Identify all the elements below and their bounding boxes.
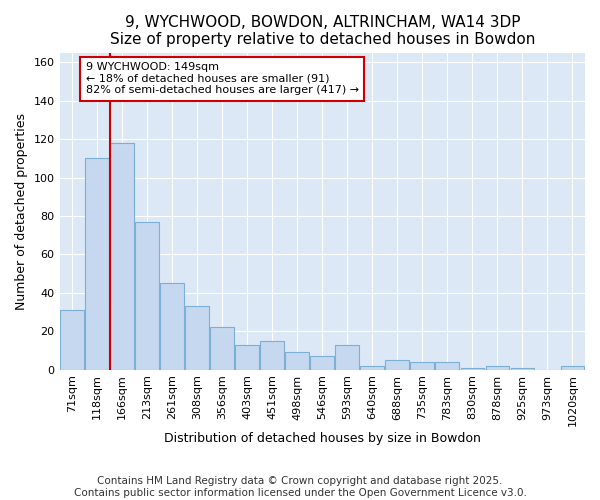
Bar	[511, 368, 535, 370]
Bar	[185, 306, 209, 370]
Bar	[286, 352, 309, 370]
Bar	[310, 356, 334, 370]
Bar	[85, 158, 109, 370]
Bar	[235, 344, 259, 370]
Bar	[436, 362, 459, 370]
Bar	[385, 360, 409, 370]
Y-axis label: Number of detached properties: Number of detached properties	[15, 112, 28, 310]
Bar	[160, 284, 184, 370]
X-axis label: Distribution of detached houses by size in Bowdon: Distribution of detached houses by size …	[164, 432, 481, 445]
Bar	[260, 341, 284, 370]
Bar	[60, 310, 84, 370]
Bar	[135, 222, 159, 370]
Bar	[410, 362, 434, 370]
Bar	[210, 328, 234, 370]
Bar	[110, 143, 134, 370]
Text: Contains HM Land Registry data © Crown copyright and database right 2025.
Contai: Contains HM Land Registry data © Crown c…	[74, 476, 526, 498]
Bar	[335, 344, 359, 370]
Text: 9 WYCHWOOD: 149sqm
← 18% of detached houses are smaller (91)
82% of semi-detache: 9 WYCHWOOD: 149sqm ← 18% of detached hou…	[86, 62, 359, 96]
Bar	[461, 368, 484, 370]
Bar	[361, 366, 384, 370]
Bar	[560, 366, 584, 370]
Bar	[485, 366, 509, 370]
Title: 9, WYCHWOOD, BOWDON, ALTRINCHAM, WA14 3DP
Size of property relative to detached : 9, WYCHWOOD, BOWDON, ALTRINCHAM, WA14 3D…	[110, 15, 535, 48]
